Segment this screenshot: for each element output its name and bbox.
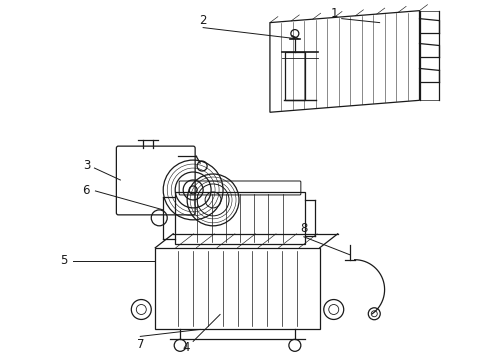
Bar: [285, 53, 305, 100]
Text: 5: 5: [60, 254, 67, 267]
Bar: [155, 248, 320, 329]
Text: 2: 2: [199, 14, 207, 27]
Text: 7: 7: [137, 338, 144, 351]
Text: 8: 8: [300, 222, 308, 235]
Text: 4: 4: [182, 341, 190, 354]
Bar: [175, 192, 305, 244]
Text: 3: 3: [83, 158, 90, 172]
Text: 6: 6: [82, 184, 89, 197]
Text: 1: 1: [331, 7, 339, 20]
